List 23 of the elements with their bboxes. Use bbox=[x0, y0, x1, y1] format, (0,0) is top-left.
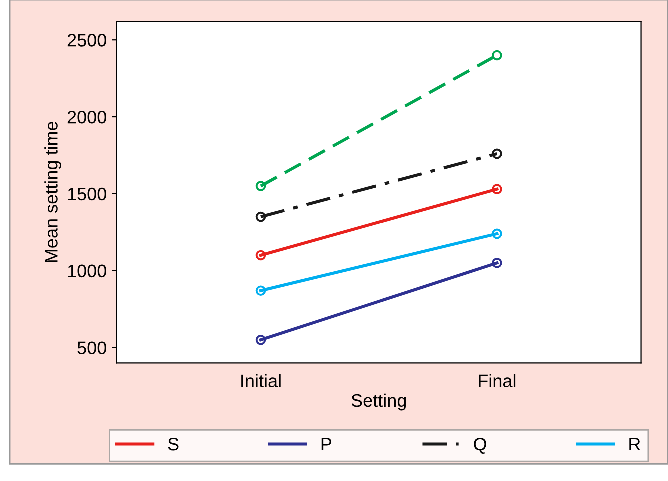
x-axis-title: Setting bbox=[352, 394, 406, 411]
legend-label: S bbox=[168, 438, 179, 451]
x-tick-label: Final bbox=[479, 374, 516, 388]
point bbox=[492, 228, 502, 240]
point bbox=[256, 334, 266, 346]
y-axis-title: Mean setting time bbox=[44, 122, 62, 262]
legend-label: Q bbox=[474, 438, 486, 454]
point bbox=[492, 148, 502, 160]
y-tick-label: 2000 bbox=[68, 110, 106, 124]
point bbox=[256, 212, 266, 222]
point bbox=[256, 250, 266, 261]
y-tick-label: 1500 bbox=[68, 188, 106, 201]
x-tick-label: Initial bbox=[242, 374, 281, 388]
point bbox=[492, 184, 502, 194]
point bbox=[492, 258, 502, 268]
y-tick-label: 2500 bbox=[68, 34, 106, 47]
legend-label: P bbox=[322, 438, 332, 451]
y-tick-label: 500 bbox=[78, 342, 106, 354]
point bbox=[256, 181, 266, 192]
y-tick-label: 1000 bbox=[68, 264, 106, 278]
legend-label: R bbox=[630, 438, 640, 451]
point bbox=[492, 50, 502, 61]
point bbox=[256, 286, 266, 296]
